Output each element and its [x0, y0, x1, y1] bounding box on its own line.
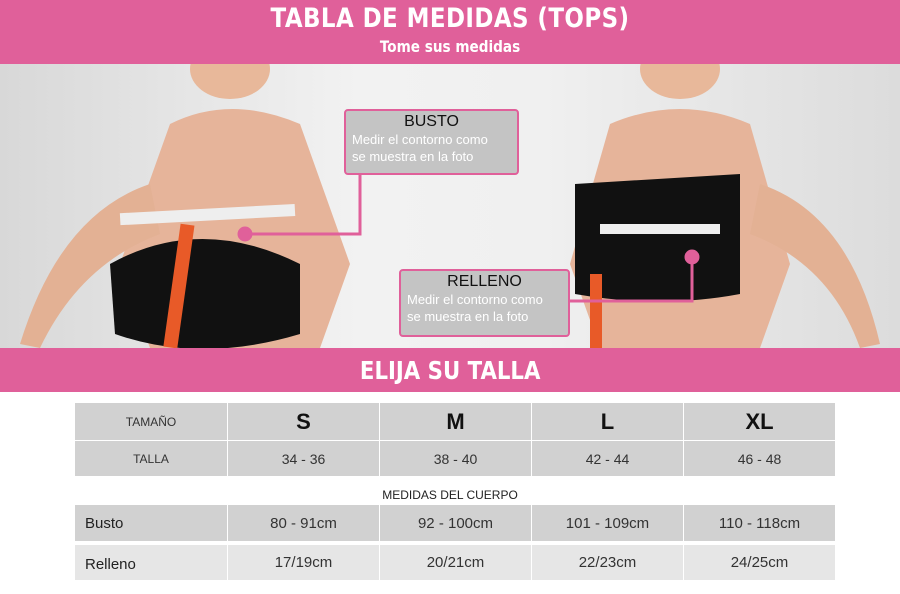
section-title: ELIJA SU TALLA: [359, 356, 541, 385]
callout-title: RELLENO: [447, 273, 522, 290]
busto-cell: 80 - 91cm: [228, 505, 379, 541]
busto-cell: 110 - 118cm: [684, 505, 835, 541]
talla-label: TALLA: [75, 441, 227, 476]
callout-text: Medir el contorno como: [407, 292, 543, 307]
callout-text: Medir el contorno como: [352, 132, 488, 147]
callout-relleno: RELLENO Medir el contorno como se muestr…: [399, 269, 570, 337]
callout-busto: BUSTO Medir el contorno como se muestra …: [344, 109, 519, 175]
relleno-cell: 20/21cm: [380, 545, 531, 580]
talla-cell: 46 - 48: [684, 441, 835, 476]
talla-cell: 42 - 44: [532, 441, 683, 476]
size-label: TAMAÑO: [75, 403, 227, 440]
models-illustration: [20, 39, 880, 349]
page-subtitle: Tome sus medidas: [379, 37, 521, 56]
size-xl: XL: [684, 403, 835, 440]
relleno-label: Relleno: [75, 545, 227, 580]
callout-title: BUSTO: [404, 113, 459, 130]
callout-text: se muestra en la foto: [352, 149, 474, 164]
relleno-cell: 22/23cm: [532, 545, 683, 580]
talla-cell: 38 - 40: [380, 441, 531, 476]
model-right: [570, 39, 880, 348]
callout-lines: [237, 172, 700, 303]
size-s: S: [228, 403, 379, 440]
callout-text: se muestra en la foto: [407, 309, 529, 324]
section-banner: ELIJA SU TALLA: [0, 348, 900, 392]
busto-cell: 101 - 109cm: [532, 505, 683, 541]
body-measures-caption: MEDIDAS DEL CUERPO: [382, 488, 518, 502]
relleno-cell: 17/19cm: [228, 545, 379, 580]
measurement-photo: BUSTO Medir el contorno como se muestra …: [0, 39, 900, 349]
busto-label: Busto: [75, 505, 227, 541]
relleno-cell: 24/25cm: [684, 545, 835, 580]
size-l: L: [532, 403, 683, 440]
model-left: [20, 39, 350, 349]
busto-cell: 92 - 100cm: [380, 505, 531, 541]
header-banner: TABLA DE MEDIDAS (TOPS) Tome sus medidas: [0, 0, 900, 64]
talla-cell: 34 - 36: [228, 441, 379, 476]
page-title: TABLA DE MEDIDAS (TOPS): [270, 3, 630, 34]
size-m: M: [380, 403, 531, 440]
